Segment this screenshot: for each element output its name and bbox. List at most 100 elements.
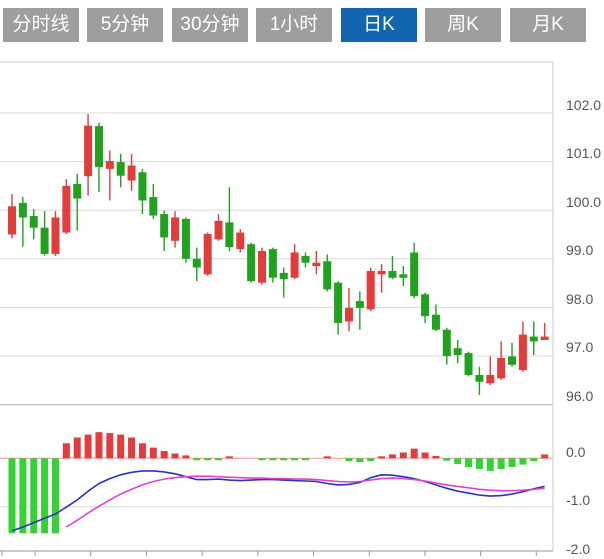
candle-body [214,220,223,240]
candle-body [247,244,256,282]
candle-body [301,255,310,263]
price-label-96: 96.0 [566,388,594,404]
macd-histogram-bar [345,458,353,462]
macd-histogram-bar [258,458,266,461]
candle-body [160,214,169,238]
macd-histogram-bar [193,458,201,461]
macd-histogram-bar [454,458,462,465]
candle-body [51,217,60,254]
candle-body [486,374,495,384]
macd-histogram-bar [215,458,223,461]
candle-body [84,125,93,177]
tab-monthly-k[interactable]: 月K [510,8,586,42]
macd-histogram-bar [508,458,516,468]
candle-body [334,282,343,323]
macd-histogram-bar [301,458,309,461]
macd-histogram-bar [51,458,59,534]
macd-histogram-bar [149,447,157,459]
macd-histogram-bar [106,433,114,459]
candle-body [431,314,440,330]
candle-body [312,262,321,267]
candle-body [377,270,386,275]
candle-body [8,206,16,235]
candle-body [268,249,277,278]
candle-body [344,307,353,322]
macd-histogram-bar [410,448,418,459]
macd-histogram-bar [367,458,375,462]
macd-histogram-bar [519,458,527,465]
macd-histogram-bar [432,455,440,459]
candle-body [508,356,517,365]
macd-histogram-bar [541,454,549,459]
tab-daily-k[interactable]: 日K [341,8,417,42]
candle-body [116,162,125,176]
candle-body [366,270,375,310]
tab-minute-line[interactable]: 分时线 [3,8,79,42]
candle-body [388,270,397,278]
macd-histogram-bar [128,437,136,459]
tab-30min[interactable]: 30分钟 [172,8,248,42]
macd-histogram-bar [62,443,70,459]
candle-body [171,217,180,241]
macd-histogram-bar [30,458,38,534]
candle-body [529,336,538,342]
candle-body [192,258,201,268]
macd-histogram-bar [84,434,92,459]
candle-body [464,353,473,375]
macd-histogram-bar [171,453,179,459]
candle-body [73,183,82,199]
candle-body [203,234,212,275]
macd-histogram-bar [530,458,538,462]
macd-histogram-bar [95,432,103,459]
candle-body [18,202,27,218]
macd-histogram-bar [204,458,212,461]
candle-body [40,227,49,254]
macd-histogram-bar [486,458,494,471]
macd-histogram-bar [421,452,429,459]
macd-histogram-bar [8,458,16,534]
price-label-97: 97.0 [566,339,594,355]
candle-body [540,336,549,340]
macd-histogram-bar [138,443,146,459]
macd-histogram-bar [399,452,407,459]
macd-histogram-bar [160,451,168,459]
macd-dif-line [11,470,545,532]
candle-body [181,218,190,259]
macd-histogram-bar [225,456,233,459]
macd-histogram-bar [73,437,81,459]
price-label-100: 100.0 [566,194,602,210]
macd-histogram-bar [475,458,483,469]
candle-body [258,251,267,283]
macd-histogram-bar [323,456,331,459]
price-label-102: 102.0 [566,97,602,113]
tab-1hour[interactable]: 1小时 [256,8,332,42]
macd-histogram-bar [388,454,396,459]
candle-body [410,252,419,297]
price-label-101: 101.0 [566,145,602,161]
macd-histogram-bar [280,458,288,461]
macd-histogram-bar [291,458,299,461]
candle-body [355,301,364,308]
candle-body [94,126,103,167]
macd-histogram-bar [356,458,364,463]
candle-body [62,185,71,233]
candle-body [475,374,484,382]
candle-body [279,272,288,280]
macd-histogram-bar [182,455,190,459]
tab-weekly-k[interactable]: 周K [425,8,501,42]
macd-histogram-bar [269,458,277,461]
candle-body [453,348,462,356]
tab-5min[interactable]: 5分钟 [87,8,163,42]
candle-body [105,161,114,169]
price-label-98: 98.0 [566,291,594,307]
candle-body [290,252,299,278]
macd-histogram-bar [117,434,125,459]
macd-histogram-bar [443,458,451,461]
candle-body [421,294,430,317]
macd-label-m2: -2.0 [566,541,591,557]
candle-body [149,197,158,216]
macd-histogram-bar [465,458,473,468]
macd-histogram-bar [497,458,505,469]
candle-body [225,222,234,248]
